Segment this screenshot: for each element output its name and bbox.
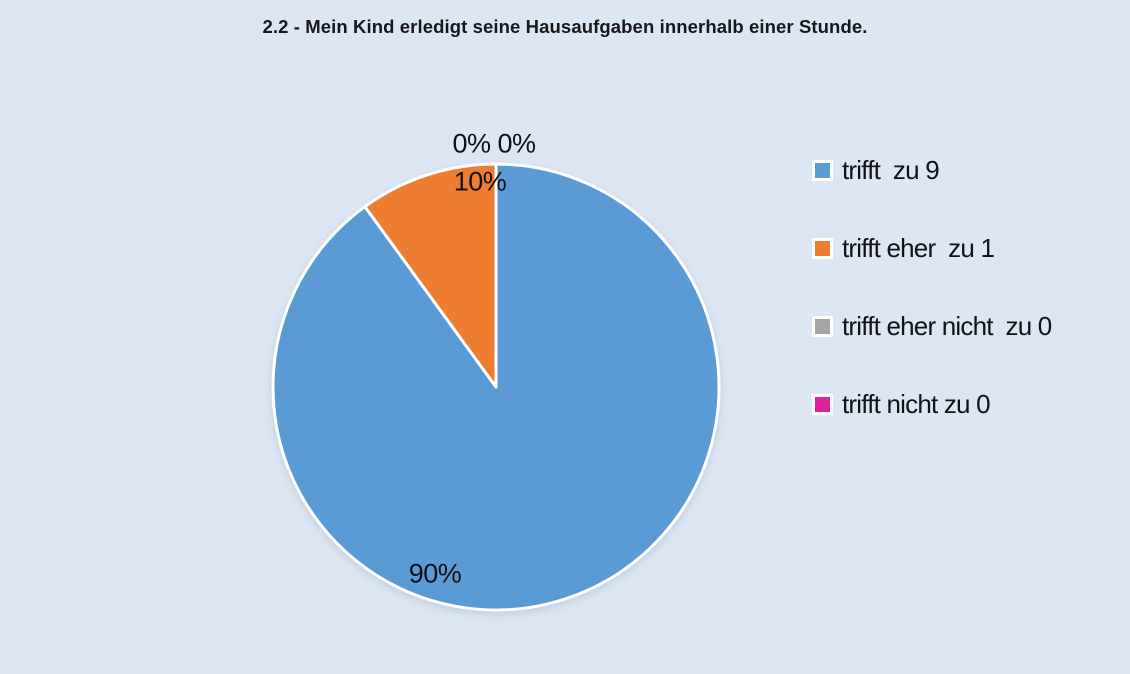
- pie-slice-2: [363, 162, 498, 389]
- legend-swatch-gray: [815, 318, 830, 334]
- legend-label: trifft eher nicht zu 0: [842, 310, 1052, 341]
- legend-label: trifft eher zu 1: [842, 232, 995, 263]
- pie-label-orange-slice: 10%: [453, 166, 507, 197]
- legend-item-trifft-zu: trifft zu 9: [812, 155, 1051, 185]
- legend-label: trifft zu 9: [842, 154, 940, 185]
- legend-item-trifft-nicht-zu: trifft nicht zu 0: [812, 389, 1051, 419]
- chart-title: 2.2 - Mein Kind erledigt seine Hausaufga…: [262, 16, 868, 37]
- legend-item-trifft-eher-nicht-zu: trifft eher nicht zu 0: [812, 310, 1052, 341]
- pie-label-blue-slice: 90%: [408, 558, 462, 589]
- legend: trifft zu 9 trifft eher zu 1 trifft eher…: [812, 155, 1052, 419]
- legend-swatch-orange: [815, 240, 830, 256]
- legend-item-trifft-eher-zu: trifft eher zu 1: [812, 233, 1051, 263]
- legend-label: trifft nicht zu 0: [842, 388, 991, 419]
- pie-label-zero-slices: 0% 0%: [452, 128, 536, 159]
- pie-chart: [271, 162, 721, 612]
- legend-swatch-magenta: [815, 396, 830, 412]
- legend-swatch-blue: [815, 162, 830, 178]
